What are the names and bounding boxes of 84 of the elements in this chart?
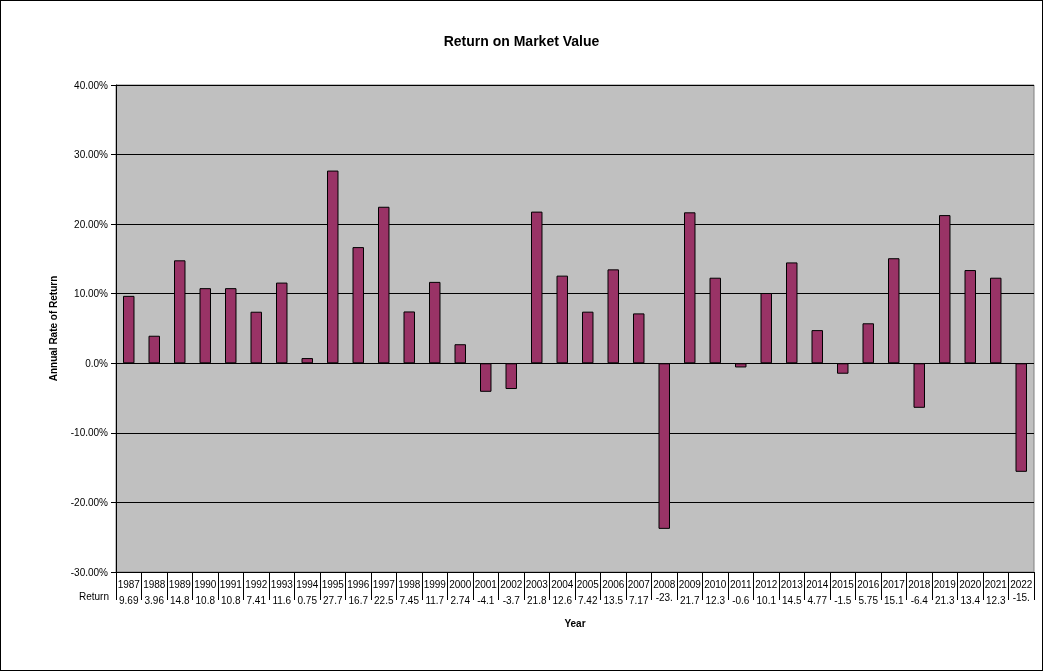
- data-label: -3.7: [502, 594, 521, 606]
- data-label: 27.7: [323, 594, 343, 606]
- data-label: 21.7: [680, 594, 700, 606]
- x-tick-label: 1994: [296, 578, 319, 590]
- data-label: 14.5: [782, 594, 802, 606]
- x-tick-label: 2000: [449, 578, 472, 590]
- x-tick-label: 2008: [653, 578, 676, 590]
- text: -15.: [1012, 591, 1030, 603]
- x-tick-label: 2011: [729, 578, 752, 590]
- x-tick-label: 2016: [857, 578, 880, 590]
- data-label: 2.74: [450, 594, 471, 606]
- x-tick-label: 2002: [500, 578, 523, 590]
- x-tick-label: 2010: [704, 578, 727, 590]
- data-label: 22.5: [374, 594, 394, 606]
- x-tick-label: 1998: [398, 578, 421, 590]
- data-label: -4.1: [477, 594, 495, 606]
- data-label: 21.8: [527, 594, 547, 606]
- x-tick-label: 2006: [602, 578, 625, 590]
- x-tick-label: 2005: [576, 578, 600, 590]
- data-label: -0.6: [732, 594, 750, 606]
- x-tick-label: 2003: [525, 578, 549, 590]
- data-label: 4.77: [807, 594, 828, 606]
- data-label: 7.41: [246, 594, 267, 606]
- x-tick-label: 1999: [423, 578, 447, 590]
- data-label: 0.75: [297, 594, 318, 606]
- data-label: 7.42: [578, 594, 598, 606]
- y-axis-title: Annual Rate of Return: [47, 275, 59, 382]
- data-label: 14.8: [170, 594, 190, 606]
- y-tick-label: -30.00%: [70, 566, 109, 578]
- data-label: 12.6: [552, 594, 573, 606]
- x-tick-label: 2019: [933, 578, 957, 590]
- data-label: 16.7: [348, 594, 369, 606]
- y-tick-label: -20.00%: [70, 496, 109, 508]
- x-tick-label: 2018: [908, 578, 931, 590]
- x-tick-label: 1995: [321, 578, 345, 590]
- y-tick-label: 0.0%: [85, 357, 109, 369]
- data-label: 10.8: [221, 594, 241, 606]
- x-tick-label: 1988: [143, 578, 166, 590]
- x-tick-label: 2009: [678, 578, 702, 590]
- chart-title: Return on Market Value: [443, 33, 600, 49]
- text: Return: [79, 590, 110, 602]
- data-label: 13.5: [603, 594, 624, 606]
- data-label: 12.3: [986, 594, 1006, 606]
- x-tick-label: 1992: [245, 578, 268, 590]
- data-label: 13.4: [960, 594, 981, 606]
- x-tick-label: 2022: [1010, 578, 1033, 590]
- x-tick-label: 2012: [755, 578, 778, 590]
- x-tick-label: 2001: [474, 578, 498, 590]
- x-tick-label: 1989: [168, 578, 192, 590]
- x-tick-label: 2007: [627, 578, 651, 590]
- data-label: 10.1: [756, 594, 777, 606]
- y-tick-label: -10.00%: [70, 427, 109, 439]
- data-label: 10.8: [195, 594, 216, 606]
- data-label: 21.3: [935, 594, 955, 606]
- y-tick-label: 20.00%: [74, 218, 109, 230]
- data-label: -1.5: [834, 594, 852, 606]
- x-tick-label: 2020: [959, 578, 982, 590]
- x-tick-label: 2017: [882, 578, 906, 590]
- x-tick-label: 1996: [347, 578, 370, 590]
- data-label: 9.69: [119, 594, 139, 606]
- x-tick-label: 2014: [806, 578, 829, 590]
- text: -23.: [655, 591, 673, 603]
- data-label: 5.75: [858, 594, 879, 606]
- data-label: 7.45: [399, 594, 420, 606]
- x-tick-label: 1987: [117, 578, 141, 590]
- y-tick-label: 10.00%: [74, 288, 109, 300]
- data-label: 7.17: [629, 594, 649, 606]
- y-tick-label: 40.00%: [74, 79, 109, 91]
- x-tick-label: 2004: [551, 578, 574, 590]
- data-label: 11.7: [425, 594, 445, 606]
- x-axis-title: Year: [564, 617, 586, 629]
- x-tick-label: 2015: [831, 578, 855, 590]
- data-label: 12.3: [705, 594, 726, 606]
- data-label: 15.1: [884, 594, 904, 606]
- x-tick-label: 2021: [984, 578, 1008, 590]
- data-label: 3.96: [144, 594, 165, 606]
- x-tick-label: 1993: [270, 578, 294, 590]
- x-tick-label: 1991: [219, 578, 243, 590]
- data-label: -6.4: [910, 594, 929, 606]
- data-label: 11.6: [272, 594, 292, 606]
- x-tick-label: 1997: [372, 578, 396, 590]
- y-tick-label: 30.00%: [74, 149, 109, 161]
- x-tick-label: 2013: [780, 578, 804, 590]
- x-tick-label: 1990: [194, 578, 217, 590]
